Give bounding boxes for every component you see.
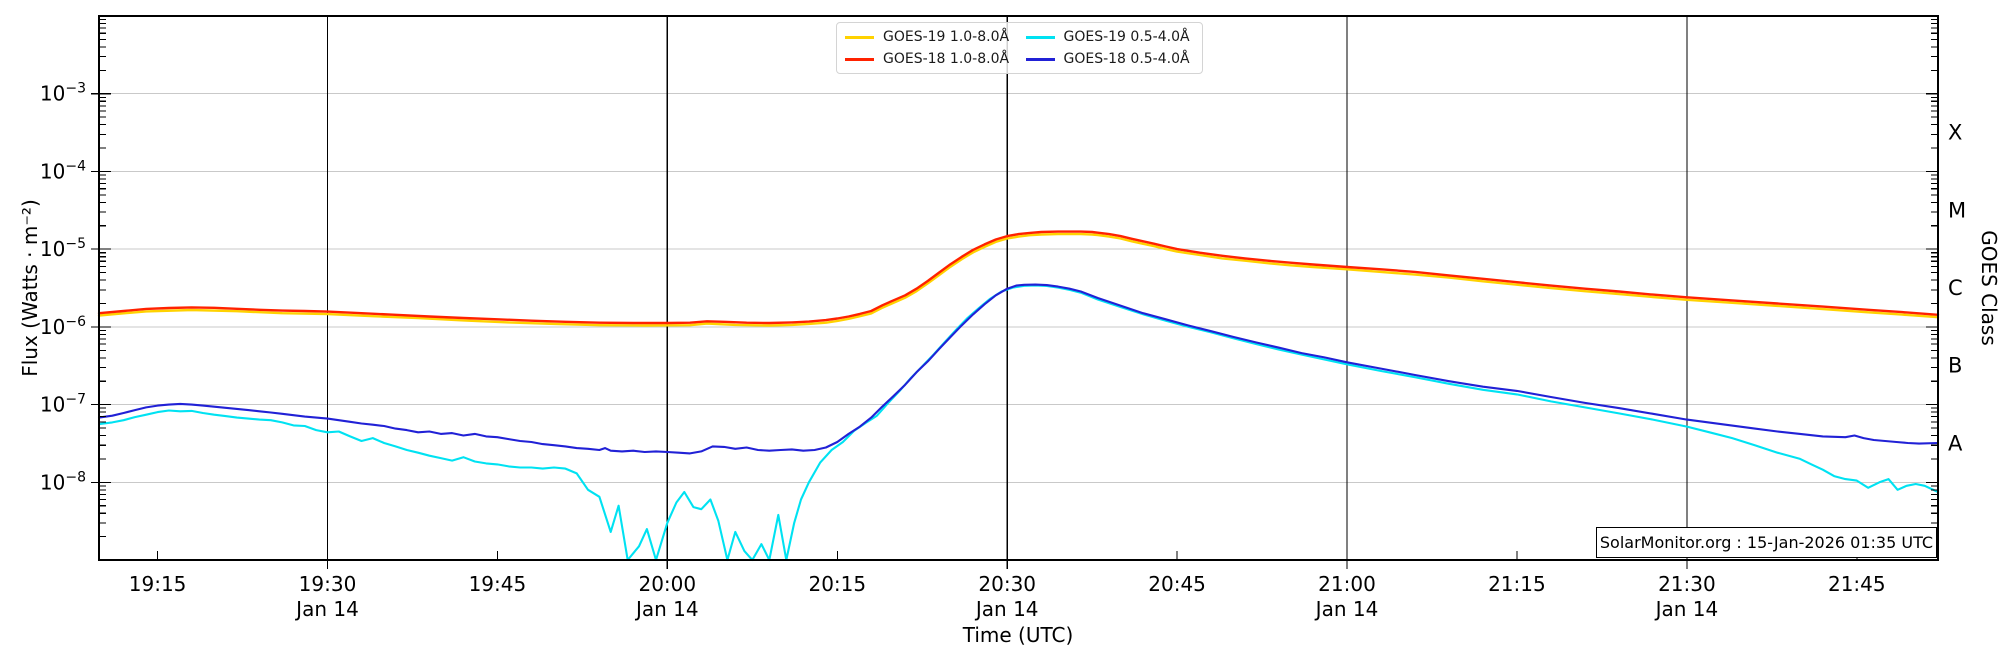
- legend-label: GOES-19 0.5-4.0Å: [1063, 29, 1190, 45]
- x-tick-label: 19:45: [469, 572, 527, 596]
- x-tick-date-label: Jan 14: [1654, 597, 1719, 621]
- legend-swatch-goes19-long-icon: [845, 35, 874, 39]
- horizontal-gridlines: [99, 93, 1938, 483]
- x-tick-label: 20:30: [978, 572, 1036, 596]
- legend-swatch-goes18-long-icon: [845, 57, 874, 61]
- x-axis-label: Time (UTC): [962, 623, 1074, 647]
- y-tick-label: 10−6: [40, 314, 86, 339]
- legend-swatch-goes18-short-icon: [1025, 57, 1055, 61]
- vertical-day-gridlines: [326, 16, 1688, 569]
- x-tick-label: 19:30: [299, 572, 357, 596]
- legend-label: GOES-18 0.5-4.0Å: [1063, 51, 1190, 67]
- y-tick-label: 10−8: [40, 469, 86, 494]
- curve-goes-18-1-0-8-0: [97, 230, 1940, 325]
- y-tick-label: 10−5: [40, 236, 86, 261]
- x-tick-date-label: Jan 14: [634, 597, 699, 621]
- x-tick-date-label: Jan 14: [1314, 597, 1379, 621]
- curve-goes-19-0-5-4-0: [97, 284, 1940, 562]
- axis-ticks: [91, 19, 1938, 560]
- legend-item-goes19-long: GOES-19 1.0-8.0Å: [845, 26, 1014, 48]
- x-tick-label: 21:30: [1658, 572, 1716, 596]
- goes-class-labels: X M C B A: [1948, 121, 1966, 456]
- x-tick-label: 20:15: [808, 572, 866, 596]
- legend: GOES-19 1.0-8.0Å GOES-19 0.5-4.0Å GOES-1…: [836, 22, 1203, 74]
- x-tick-date-label: Jan 14: [974, 597, 1039, 621]
- y-tick-label: 10−7: [40, 392, 86, 417]
- source-annotation-text: SolarMonitor.org : 15-Jan-2026 01:35 UTC: [1599, 533, 1934, 552]
- goes-class-label-c: C: [1948, 276, 1963, 300]
- curve-goes-18-0-5-4-0: [97, 283, 1940, 455]
- y-tick-label: 10−4: [40, 158, 86, 183]
- x-tick-date-label: Jan 14: [294, 597, 359, 621]
- goes-class-label-m: M: [1948, 198, 1966, 222]
- legend-item-goes18-long: GOES-18 1.0-8.0Å: [845, 48, 1014, 70]
- x-tick-label: 21:45: [1828, 572, 1886, 596]
- y-tick-label: 10−3: [40, 81, 86, 106]
- source-annotation: SolarMonitor.org : 15-Jan-2026 01:35 UTC: [1596, 527, 1937, 558]
- goes-class-label-b: B: [1948, 354, 1962, 378]
- x-tick-label: 21:00: [1318, 572, 1376, 596]
- series-curves: [97, 230, 1940, 562]
- legend-label: GOES-18 1.0-8.0Å: [883, 51, 1010, 67]
- y-axis-label: Flux (Watts · m⁻²): [18, 199, 42, 377]
- curve-goes-19-1-0-8-0: [97, 232, 1940, 327]
- y-tick-labels: 10−3 10−4 10−5 10−6 10−7 10−8: [40, 81, 86, 495]
- x-tick-label: 19:15: [129, 572, 187, 596]
- legend-label: GOES-19 1.0-8.0Å: [883, 29, 1010, 45]
- legend-item-goes18-short: GOES-18 0.5-4.0Å: [1025, 48, 1195, 70]
- legend-item-goes19-short: GOES-19 0.5-4.0Å: [1025, 26, 1195, 48]
- right-axis-label: GOES Class: [1977, 230, 2000, 346]
- x-tick-label: 21:15: [1488, 572, 1546, 596]
- legend-swatch-goes19-short-icon: [1025, 35, 1055, 39]
- x-tick-label: 20:45: [1148, 572, 1206, 596]
- goes-class-label-x: X: [1948, 121, 1962, 145]
- plot-frame: [98, 15, 1939, 561]
- x-tick-label: 20:00: [638, 572, 696, 596]
- goes-class-label-a: A: [1948, 431, 1963, 455]
